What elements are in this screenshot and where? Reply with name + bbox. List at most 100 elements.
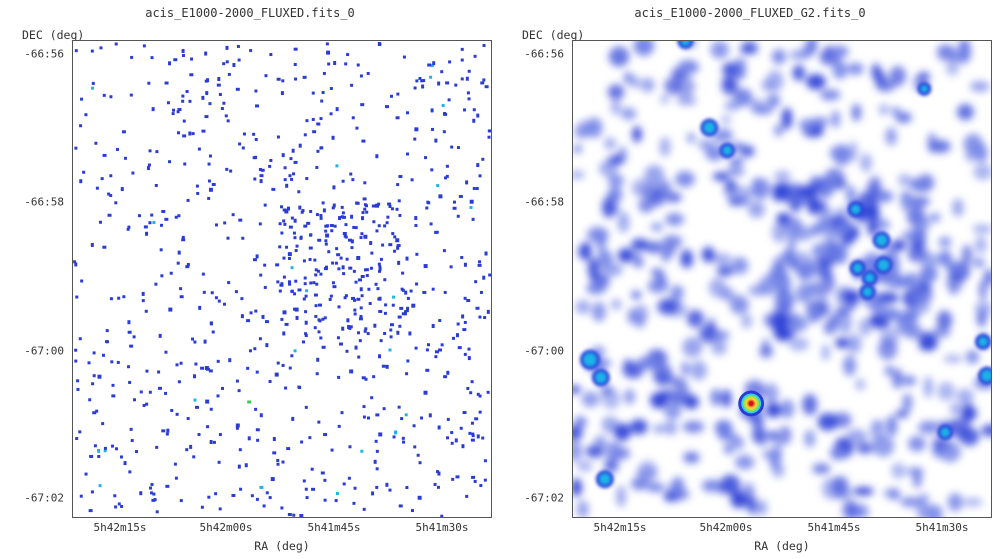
count-pixel (342, 272, 346, 276)
count-pixel (368, 302, 372, 305)
count-pixel (204, 51, 208, 56)
count-pixel (401, 271, 405, 275)
count-pixel (375, 203, 380, 208)
smoothed-emission-blob (895, 409, 909, 419)
count-pixel (282, 310, 287, 315)
count-pixel (487, 129, 491, 133)
count-pixel (287, 256, 291, 260)
count-pixel (293, 307, 297, 311)
count-pixel (350, 246, 354, 250)
count-pixel (202, 290, 206, 294)
smoothed-emission-blob (659, 137, 671, 157)
count-pixel (366, 332, 370, 336)
count-pixel (339, 342, 344, 346)
count-pixel (384, 303, 388, 307)
sparse-image-plot[interactable] (72, 40, 492, 518)
count-pixel (291, 148, 295, 153)
smoothed-emission-blob (754, 105, 774, 115)
count-pixel (351, 178, 355, 182)
count-pixel (280, 506, 284, 510)
count-pixel (76, 387, 80, 391)
count-pixel (255, 370, 259, 374)
smoothed-emission-blob (858, 317, 872, 337)
count-pixel (356, 255, 361, 260)
count-pixel (304, 310, 308, 314)
smoothed-emission-blob (842, 499, 858, 517)
smoothed-emission-blob (804, 429, 816, 448)
smoothed-emission-blob (960, 406, 978, 421)
right-image-panel: acis_E1000-2000_FLUXED_G2.fits_0 DEC (de… (500, 0, 1000, 559)
count-pixel (159, 223, 163, 227)
count-pixel (431, 287, 435, 291)
count-pixel (483, 459, 487, 463)
count-pixel (458, 194, 463, 198)
count-pixel (323, 316, 327, 320)
count-pixel (355, 126, 359, 130)
smoothed-emission-blob (808, 176, 825, 191)
count-pixel (396, 330, 400, 335)
panel-title: acis_E1000-2000_FLUXED.fits_0 (145, 6, 355, 20)
count-pixel (105, 329, 109, 333)
count-pixel (404, 290, 408, 295)
count-pixel (168, 61, 172, 66)
smoothed-emission-blob (600, 384, 613, 396)
count-pixel (255, 428, 260, 432)
count-pixel (467, 97, 471, 101)
count-pixel (396, 245, 400, 250)
count-pixel (323, 433, 328, 437)
count-pixel (430, 108, 434, 113)
count-pixel (165, 484, 170, 488)
count-pixel (446, 436, 450, 440)
smoothed-emission-blob (829, 145, 850, 161)
count-pixel (297, 190, 301, 194)
count-pixel (235, 426, 239, 430)
count-pixel (385, 221, 389, 225)
count-pixel (238, 448, 242, 452)
count-pixel (465, 494, 469, 498)
count-pixel (440, 70, 444, 74)
smoothed-emission-blob (724, 100, 741, 111)
count-pixel (237, 464, 241, 469)
smoothed-emission-blob (573, 478, 582, 497)
count-pixel (345, 257, 349, 261)
count-pixel (168, 160, 172, 164)
smoothed-emission-blob (901, 229, 921, 241)
count-pixel (300, 440, 304, 444)
count-pixel (246, 319, 251, 323)
count-pixel (292, 231, 296, 235)
count-pixel (401, 436, 405, 440)
count-pixel (236, 44, 240, 48)
smoothed-image-plot[interactable] (572, 40, 992, 518)
count-pixel (445, 164, 449, 168)
count-pixel (335, 247, 339, 251)
count-pixel (302, 297, 306, 301)
count-pixel (253, 347, 257, 351)
count-pixel (314, 304, 318, 308)
count-pixel (92, 374, 96, 378)
smoothed-emission-blob (607, 84, 625, 100)
count-pixel (297, 288, 302, 292)
count-pixel (149, 486, 153, 490)
smoothed-emission-blob (918, 420, 940, 435)
count-pixel (240, 314, 244, 319)
count-pixel (177, 250, 181, 255)
smoothed-emission-blob (871, 63, 881, 80)
count-pixel (404, 413, 408, 417)
count-pixel (357, 355, 361, 359)
smoothed-emission-blob (878, 103, 890, 116)
count-pixel (166, 428, 170, 433)
count-pixel (150, 56, 154, 60)
count-pixel (207, 162, 211, 166)
smoothed-emission-blob (618, 146, 627, 164)
count-pixel (465, 180, 469, 185)
count-pixel (394, 430, 398, 435)
count-pixel (164, 350, 168, 354)
count-pixel (148, 390, 152, 394)
count-pixel (305, 496, 309, 500)
count-pixel (280, 205, 283, 209)
count-pixel (109, 297, 113, 301)
count-pixel (466, 299, 471, 303)
count-pixel (414, 346, 418, 350)
count-pixel (262, 504, 266, 508)
count-pixel (211, 330, 215, 334)
